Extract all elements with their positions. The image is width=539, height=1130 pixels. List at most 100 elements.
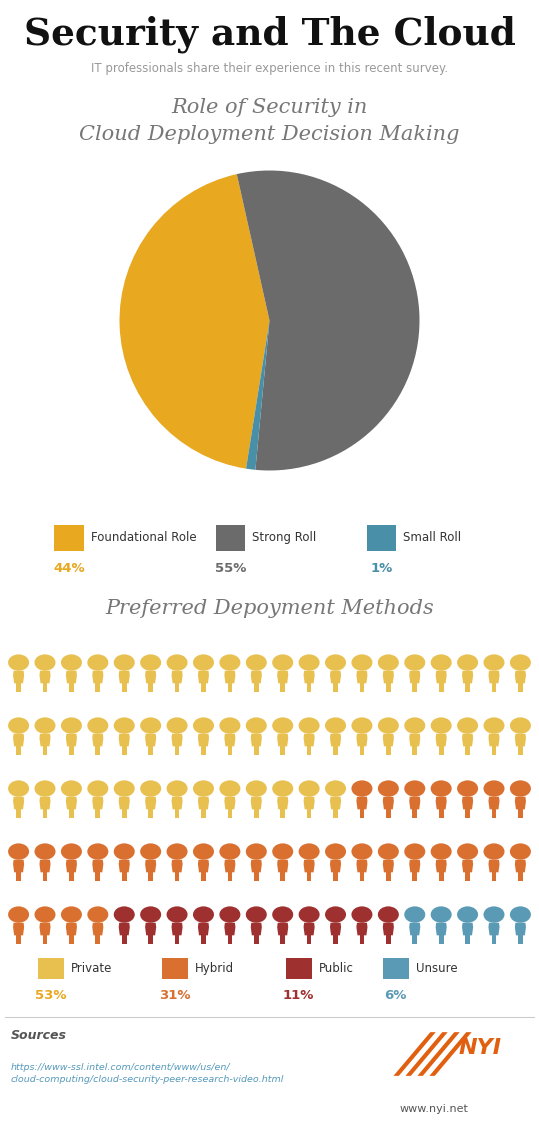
- FancyBboxPatch shape: [148, 746, 152, 755]
- Polygon shape: [92, 671, 103, 684]
- Polygon shape: [251, 733, 262, 746]
- FancyBboxPatch shape: [38, 958, 64, 979]
- FancyBboxPatch shape: [440, 872, 444, 880]
- Circle shape: [167, 906, 188, 923]
- FancyBboxPatch shape: [175, 746, 178, 755]
- FancyBboxPatch shape: [519, 684, 523, 692]
- FancyBboxPatch shape: [122, 746, 126, 755]
- FancyBboxPatch shape: [227, 746, 231, 755]
- FancyBboxPatch shape: [333, 809, 337, 817]
- Circle shape: [114, 654, 135, 671]
- Polygon shape: [393, 1032, 436, 1076]
- FancyBboxPatch shape: [70, 746, 74, 755]
- Text: NYI: NYI: [458, 1038, 501, 1059]
- FancyBboxPatch shape: [148, 684, 152, 692]
- Polygon shape: [224, 671, 236, 684]
- Polygon shape: [198, 860, 209, 872]
- FancyBboxPatch shape: [148, 872, 152, 880]
- Circle shape: [483, 781, 505, 797]
- FancyBboxPatch shape: [280, 684, 284, 692]
- Text: 55%: 55%: [215, 563, 246, 575]
- Polygon shape: [224, 860, 236, 872]
- Text: Public: Public: [319, 962, 354, 975]
- FancyBboxPatch shape: [17, 684, 21, 692]
- Circle shape: [351, 781, 372, 797]
- FancyBboxPatch shape: [333, 684, 337, 692]
- FancyBboxPatch shape: [44, 746, 47, 755]
- Polygon shape: [198, 671, 209, 684]
- Circle shape: [140, 718, 161, 733]
- Circle shape: [351, 654, 372, 671]
- FancyBboxPatch shape: [360, 809, 363, 817]
- FancyBboxPatch shape: [229, 872, 232, 880]
- Circle shape: [8, 906, 29, 923]
- Polygon shape: [277, 860, 288, 872]
- Circle shape: [510, 781, 531, 797]
- FancyBboxPatch shape: [148, 936, 152, 944]
- FancyBboxPatch shape: [149, 936, 153, 944]
- Circle shape: [34, 718, 56, 733]
- Polygon shape: [13, 797, 24, 809]
- FancyBboxPatch shape: [16, 936, 20, 944]
- Polygon shape: [13, 923, 24, 936]
- FancyBboxPatch shape: [201, 809, 205, 817]
- FancyBboxPatch shape: [360, 872, 363, 880]
- FancyBboxPatch shape: [387, 746, 391, 755]
- FancyBboxPatch shape: [307, 746, 310, 755]
- Polygon shape: [515, 733, 526, 746]
- Polygon shape: [92, 923, 103, 936]
- FancyBboxPatch shape: [333, 936, 337, 944]
- Circle shape: [431, 781, 452, 797]
- FancyBboxPatch shape: [466, 872, 470, 880]
- FancyBboxPatch shape: [361, 809, 364, 817]
- Circle shape: [246, 906, 267, 923]
- Circle shape: [140, 654, 161, 671]
- Text: Role of Security in
Cloud Deployment Decision Making: Role of Security in Cloud Deployment Dec…: [79, 98, 460, 144]
- FancyBboxPatch shape: [175, 809, 178, 817]
- Polygon shape: [462, 733, 473, 746]
- FancyBboxPatch shape: [175, 684, 178, 692]
- FancyBboxPatch shape: [122, 809, 126, 817]
- Circle shape: [87, 654, 108, 671]
- FancyBboxPatch shape: [43, 684, 46, 692]
- Polygon shape: [488, 671, 500, 684]
- FancyBboxPatch shape: [361, 746, 364, 755]
- FancyBboxPatch shape: [43, 746, 46, 755]
- Circle shape: [167, 843, 188, 860]
- FancyBboxPatch shape: [122, 936, 126, 944]
- Circle shape: [483, 843, 505, 860]
- Circle shape: [431, 654, 452, 671]
- Text: Security and The Cloud: Security and The Cloud: [24, 16, 515, 53]
- FancyBboxPatch shape: [255, 746, 259, 755]
- Circle shape: [219, 906, 240, 923]
- Polygon shape: [462, 860, 473, 872]
- FancyBboxPatch shape: [360, 936, 363, 944]
- Polygon shape: [39, 733, 51, 746]
- Polygon shape: [251, 797, 262, 809]
- FancyBboxPatch shape: [229, 746, 232, 755]
- Circle shape: [193, 843, 214, 860]
- Polygon shape: [383, 671, 394, 684]
- FancyBboxPatch shape: [17, 746, 21, 755]
- Polygon shape: [66, 923, 77, 936]
- FancyBboxPatch shape: [439, 936, 443, 944]
- Circle shape: [8, 843, 29, 860]
- Polygon shape: [198, 733, 209, 746]
- Circle shape: [34, 781, 56, 797]
- FancyBboxPatch shape: [281, 684, 285, 692]
- FancyBboxPatch shape: [254, 872, 258, 880]
- FancyBboxPatch shape: [95, 872, 99, 880]
- FancyBboxPatch shape: [280, 746, 284, 755]
- FancyBboxPatch shape: [254, 746, 258, 755]
- Polygon shape: [119, 671, 130, 684]
- FancyBboxPatch shape: [44, 809, 47, 817]
- Circle shape: [510, 906, 531, 923]
- Circle shape: [404, 654, 425, 671]
- FancyBboxPatch shape: [387, 809, 391, 817]
- FancyBboxPatch shape: [280, 872, 284, 880]
- Polygon shape: [436, 797, 447, 809]
- Circle shape: [457, 843, 478, 860]
- FancyBboxPatch shape: [333, 746, 337, 755]
- Text: 44%: 44%: [53, 563, 85, 575]
- Polygon shape: [383, 797, 394, 809]
